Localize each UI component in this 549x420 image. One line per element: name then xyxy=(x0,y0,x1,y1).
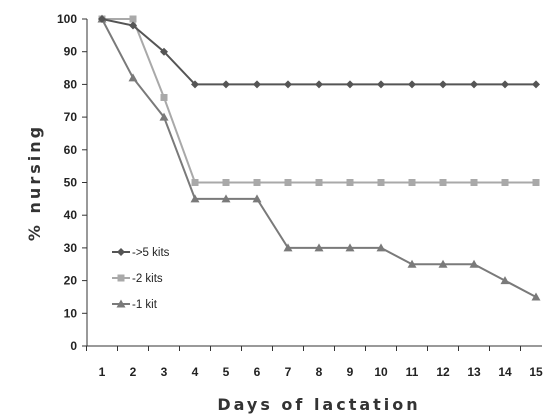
data-point xyxy=(345,243,355,252)
data-point xyxy=(129,21,137,30)
legend-marker xyxy=(116,299,126,308)
data-point xyxy=(315,80,323,89)
y-tick-label: 20 xyxy=(64,274,78,288)
legend-label: -1 kit xyxy=(132,299,158,311)
y-axis-title: % nursing xyxy=(25,124,44,241)
x-tick-label: 5 xyxy=(223,365,230,379)
y-tick-label: 40 xyxy=(64,208,78,222)
x-tick-label: 11 xyxy=(406,365,419,379)
data-point xyxy=(221,194,231,203)
y-tick-label: 10 xyxy=(64,306,78,320)
y-tick-label: 30 xyxy=(64,241,78,255)
data-point xyxy=(377,179,385,186)
data-point xyxy=(191,179,199,186)
data-point xyxy=(532,179,540,186)
data-point xyxy=(470,179,478,186)
legend-label: -2 kits xyxy=(132,273,163,285)
y-tick-label: 100 xyxy=(57,12,77,26)
y-axis: 0 10 20 30 40 50 60 70 80 90 100 xyxy=(57,12,88,353)
data-point xyxy=(408,80,416,89)
series-2 xyxy=(98,15,540,186)
data-point xyxy=(129,15,137,23)
x-axis-title: Days of lactation xyxy=(217,395,420,414)
data-point xyxy=(531,292,541,301)
data-point xyxy=(438,259,448,268)
x-tick-label: 3 xyxy=(161,365,168,379)
data-point xyxy=(470,80,478,89)
data-point xyxy=(284,80,292,89)
legend-marker xyxy=(117,274,125,282)
data-point xyxy=(128,73,138,82)
data-point xyxy=(160,47,168,56)
y-tick-label: 60 xyxy=(64,143,78,157)
data-point xyxy=(408,179,416,186)
data-point xyxy=(469,259,479,268)
data-point xyxy=(407,259,417,268)
x-tick-label: 9 xyxy=(347,365,354,379)
data-point xyxy=(532,80,540,89)
legend-item: ->5 kits xyxy=(112,247,170,259)
data-point xyxy=(346,179,354,186)
x-tick-label: 10 xyxy=(374,365,388,379)
data-point xyxy=(314,243,324,252)
y-tick-label: 90 xyxy=(64,45,78,59)
legend-item: -1 kit xyxy=(112,299,158,311)
data-point xyxy=(283,243,293,252)
data-point xyxy=(500,276,510,285)
data-point xyxy=(377,80,385,89)
x-tick-label: 4 xyxy=(192,365,199,379)
data-point xyxy=(222,80,230,89)
x-tick-label: 13 xyxy=(467,365,481,379)
x-tick-label: 12 xyxy=(436,365,450,379)
legend-item: -2 kits xyxy=(112,273,163,285)
x-tick-label: 8 xyxy=(316,365,323,379)
y-tick-label: 0 xyxy=(70,339,77,353)
y-tick-label: 80 xyxy=(64,77,78,91)
data-point xyxy=(160,93,168,101)
data-point xyxy=(253,80,261,89)
x-tick-label: 15 xyxy=(529,365,543,379)
legend: ->5 kits -2 kits -1 kit xyxy=(112,247,170,311)
x-tick-label: 14 xyxy=(498,365,512,379)
series-1 xyxy=(98,15,540,89)
series-layer xyxy=(97,14,541,301)
y-tick-label: 50 xyxy=(64,176,78,190)
data-point xyxy=(376,243,386,252)
legend-marker xyxy=(117,248,125,256)
data-point xyxy=(191,80,199,89)
data-point xyxy=(253,179,261,186)
x-tick-label: 1 xyxy=(99,365,106,379)
data-point xyxy=(501,179,509,186)
data-point xyxy=(252,194,262,203)
data-point xyxy=(190,194,200,203)
data-point xyxy=(346,80,354,89)
legend-label: ->5 kits xyxy=(132,247,170,259)
data-point xyxy=(98,15,106,23)
x-tick-label: 6 xyxy=(254,365,261,379)
data-point xyxy=(284,179,292,186)
x-tick-label: 2 xyxy=(130,365,137,379)
data-point xyxy=(315,179,323,186)
y-tick-label: 70 xyxy=(64,110,78,124)
x-axis: 1 2 3 4 5 6 7 8 9 10 11 12 13 14 15 xyxy=(86,345,543,379)
data-point xyxy=(439,80,447,89)
data-point xyxy=(439,179,447,186)
data-point xyxy=(222,179,230,186)
series-3 xyxy=(97,14,541,301)
data-point xyxy=(159,112,169,121)
data-point xyxy=(501,80,509,89)
x-tick-label: 7 xyxy=(285,365,292,379)
